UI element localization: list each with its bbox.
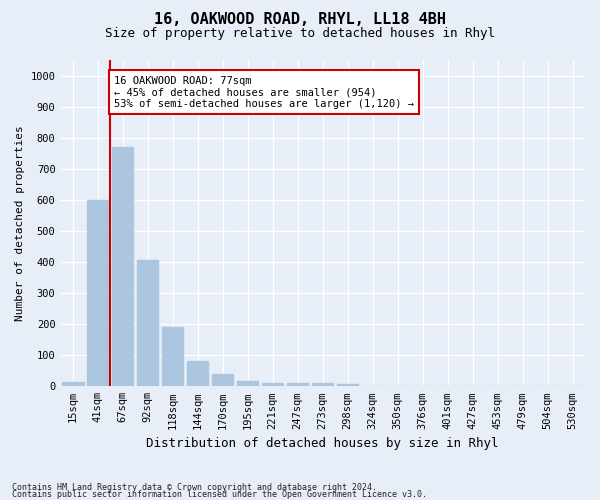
Bar <box>262 382 283 386</box>
Bar <box>162 328 184 386</box>
Y-axis label: Number of detached properties: Number of detached properties <box>15 126 25 321</box>
Bar <box>312 383 334 386</box>
Bar <box>87 200 109 386</box>
Bar <box>237 380 259 386</box>
Text: Contains public sector information licensed under the Open Government Licence v3: Contains public sector information licen… <box>12 490 427 499</box>
Bar <box>112 147 133 386</box>
Text: 16, OAKWOOD ROAD, RHYL, LL18 4BH: 16, OAKWOOD ROAD, RHYL, LL18 4BH <box>154 12 446 28</box>
Bar <box>212 374 233 386</box>
X-axis label: Distribution of detached houses by size in Rhyl: Distribution of detached houses by size … <box>146 437 499 450</box>
Bar <box>62 382 83 386</box>
Bar <box>287 382 308 386</box>
Text: 16 OAKWOOD ROAD: 77sqm
← 45% of detached houses are smaller (954)
53% of semi-de: 16 OAKWOOD ROAD: 77sqm ← 45% of detached… <box>114 76 414 108</box>
Bar <box>187 362 208 386</box>
Text: Contains HM Land Registry data © Crown copyright and database right 2024.: Contains HM Land Registry data © Crown c… <box>12 484 377 492</box>
Bar <box>337 384 358 386</box>
Text: Size of property relative to detached houses in Rhyl: Size of property relative to detached ho… <box>105 28 495 40</box>
Bar <box>137 260 158 386</box>
